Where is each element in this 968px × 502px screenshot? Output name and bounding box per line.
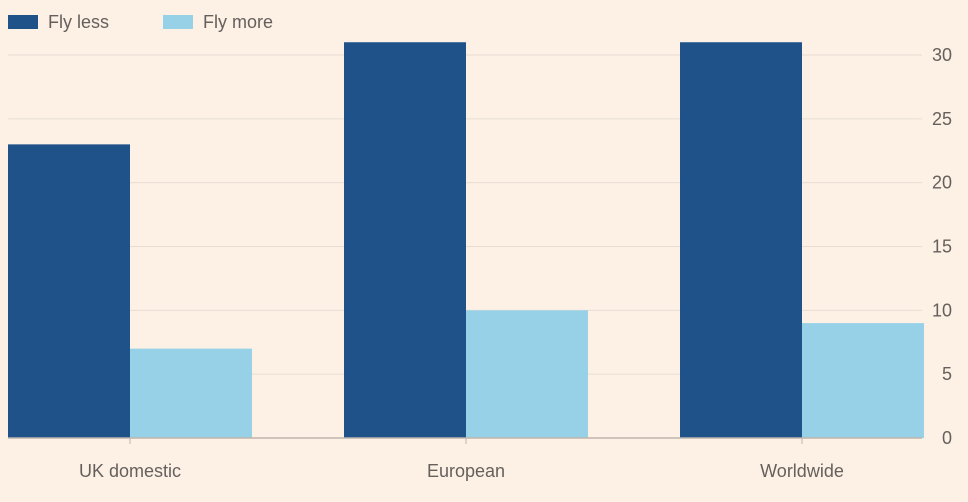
y-tick-label-30: 30	[932, 45, 952, 65]
bar-fly-more-worldwide	[802, 323, 924, 438]
legend-item-fly-less: Fly less	[8, 12, 109, 33]
legend: Fly less Fly more	[8, 10, 327, 34]
y-tick-label-20: 20	[932, 173, 952, 193]
bar-fly-more-european	[466, 310, 588, 438]
y-tick-label-0: 0	[942, 428, 952, 448]
legend-item-fly-more: Fly more	[163, 12, 273, 33]
x-tick-label-uk-domestic: UK domestic	[79, 461, 181, 481]
x-tick-label-worldwide: Worldwide	[760, 461, 844, 481]
legend-label-fly-more: Fly more	[203, 11, 274, 32]
y-tick-label-25: 25	[932, 109, 952, 129]
bar-fly-less-european	[344, 42, 466, 438]
x-tick-label-european: European	[427, 461, 505, 481]
legend-swatch-fly-less	[8, 15, 38, 29]
bar-fly-less-worldwide	[680, 42, 802, 438]
y-tick-label-15: 15	[932, 237, 952, 257]
y-tick-label-5: 5	[942, 364, 952, 384]
bar-fly-more-uk-domestic	[130, 348, 252, 438]
bar-fly-less-uk-domestic	[8, 144, 130, 438]
legend-label-fly-less: Fly less	[48, 11, 110, 32]
legend-swatch-fly-more	[163, 15, 194, 29]
y-tick-label-10: 10	[932, 300, 952, 320]
